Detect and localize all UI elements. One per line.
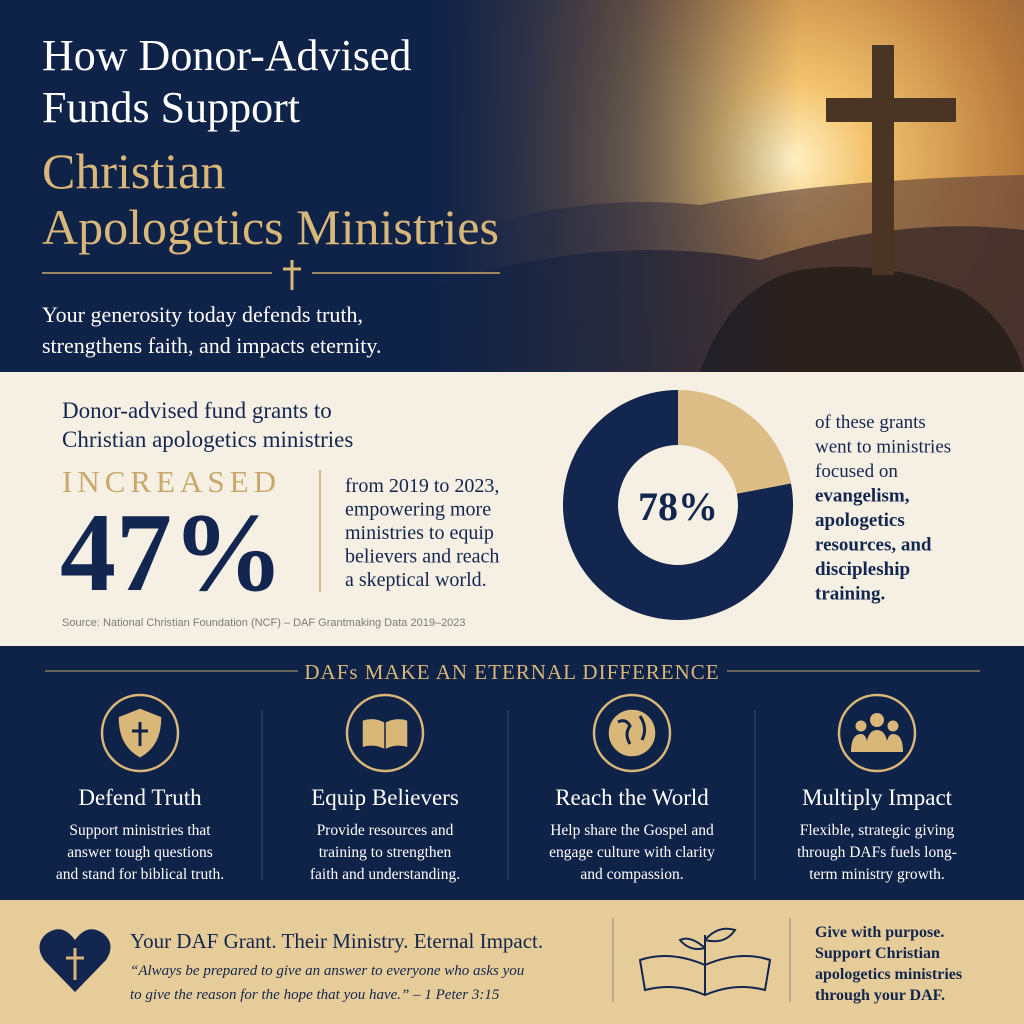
benefit-title: Multiply Impact [802, 785, 953, 810]
tagline: Your DAF Grant. Their Ministry. Eternal … [130, 929, 543, 953]
description-line: a skeptical world. [345, 569, 487, 591]
section-heading: DAFs MAKE AN ETERNAL DIFFERENCE [304, 660, 719, 684]
benefit-title: Equip Believers [311, 785, 459, 810]
emphasis-line: evangelism, [815, 486, 910, 507]
benefit-line: and stand for biblical truth. [56, 866, 224, 883]
description-line: focused on [815, 461, 898, 482]
benefit-line: term ministry growth. [809, 866, 945, 883]
title-highlight: Apologetics Ministries [42, 199, 499, 255]
book-icon [361, 717, 409, 751]
cross-icon [283, 260, 301, 290]
panel [0, 646, 1024, 900]
benefit-title: Defend Truth [78, 785, 202, 810]
globe-land [617, 715, 647, 745]
overlay [0, 0, 1024, 372]
emphasis-line: resources, and [815, 535, 932, 556]
icons [100, 693, 917, 773]
emphasis-line: discipleship [815, 559, 910, 580]
benefit-line: Support ministries that [69, 822, 211, 839]
intro: Christian apologetics ministries [62, 427, 353, 452]
benefit-items: Defend Truth Support ministries that answe… [56, 785, 957, 883]
book-plant-icon [638, 927, 772, 997]
intro: Donor-advised fund grants to [62, 398, 332, 423]
call-to-action: Give with purpose. Support Christian apolo… [815, 924, 962, 1004]
description-line: went to ministries [815, 437, 951, 458]
emphasis-line: training. [815, 584, 885, 605]
benefit-line: training to strengthen [319, 844, 452, 861]
donut-label: 78% [638, 484, 718, 529]
title: How Donor-Advised [42, 31, 411, 80]
emphasis-line: apologetics [815, 510, 905, 531]
panel [0, 372, 1024, 646]
globe-icon [608, 709, 656, 757]
description-line: of these grants [815, 412, 926, 433]
description-line: empowering more [345, 499, 491, 521]
benefit-line: and compassion. [580, 866, 683, 883]
donut-description: of these grants went to ministries focused… [815, 412, 951, 605]
benefit-line: Provide resources and [317, 822, 454, 839]
benefit-line: Flexible, strategic giving [800, 822, 955, 839]
subtitle: Your generosity today defends truth, [42, 302, 363, 327]
separators [261, 710, 756, 880]
source: Source: National Christian Foundation (N… [62, 617, 466, 629]
description-line: ministries to equip [345, 522, 494, 544]
stat-description: from 2019 to 2023,empowering moreministr… [345, 475, 499, 591]
people-icon [851, 713, 903, 752]
benefit-line: faith and understanding. [310, 866, 460, 883]
icon-ring [592, 693, 672, 773]
subtitle: strengthens faith, and impacts eternity. [42, 333, 381, 358]
donut [562, 390, 793, 621]
quote: “Always be prepared to give an answer to… [130, 963, 524, 979]
benefit-line: answer tough questions [67, 844, 213, 861]
cross-icon [132, 722, 148, 746]
benefit-line: engage culture with clarity [549, 844, 715, 861]
stat-label: INCREASED [62, 464, 281, 499]
cross-icon [66, 948, 84, 980]
icon-ring [837, 693, 917, 773]
footer: Your DAF Grant. Their Ministry. Eternal … [0, 900, 1024, 1024]
icon-ring [345, 693, 425, 773]
title-highlight: Christian [42, 143, 225, 199]
cta-line: through your DAF. [815, 987, 945, 1004]
quote: to give the reason for the hope that you… [130, 987, 500, 1003]
cta-line: Support Christian [815, 945, 940, 962]
hero: How Donor-Advised Funds Support Christia… [0, 0, 1024, 372]
benefit-line: Help share the Gospel and [550, 822, 714, 839]
icon-ring [100, 693, 180, 773]
benefit-title: Reach the World [555, 785, 709, 810]
stat-figure: 47% [60, 491, 284, 615]
description-line: believers and reach [345, 546, 499, 568]
panel [0, 900, 1024, 1024]
description-line: from 2019 to 2023, [345, 475, 499, 497]
benefits: DAFs MAKE AN ETERNAL DIFFERENCE Defend T… [0, 646, 1024, 900]
stats: Donor-advised fund grants to Christian a… [0, 372, 1024, 646]
cta-line: Give with purpose. [815, 924, 944, 941]
cta-line: apologetics ministries [815, 966, 962, 983]
donut-segment [562, 390, 793, 621]
benefit-line: through DAFs fuels long- [797, 844, 957, 861]
title: Funds Support [42, 83, 300, 132]
